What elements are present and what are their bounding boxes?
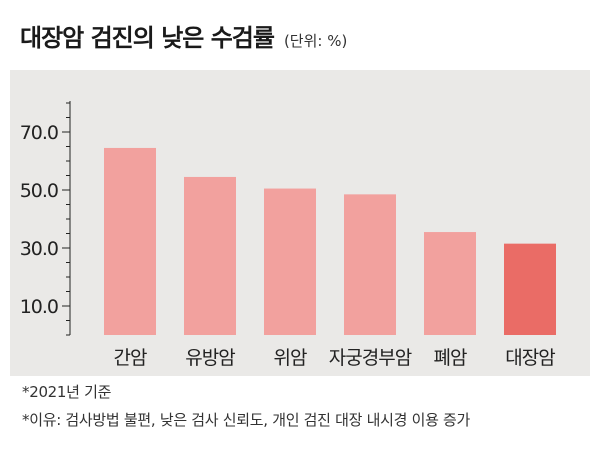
bar-6: [504, 243, 556, 335]
x-category-label: 위암: [274, 347, 307, 369]
x-category-label: 대장암: [505, 347, 555, 369]
bar-1: [104, 147, 156, 335]
bar-4: [344, 194, 396, 335]
bar-3: [264, 188, 316, 335]
y-tick-label: 50.0: [20, 180, 58, 202]
footnotes: *2021년 기준 *이유: 검사방법 불편, 낮은 검사 신뢰도, 개인 검진…: [22, 378, 470, 434]
bar-5: [424, 232, 476, 335]
x-category-label: 간암: [114, 347, 147, 369]
x-category-label: 폐암: [434, 347, 467, 369]
x-category-label: 유방암: [185, 347, 235, 369]
title-row: 대장암 검진의 낮은 수검률 (단위: %): [20, 18, 347, 53]
unit-label: (단위: %): [283, 32, 348, 50]
footnote-reasons: *이유: 검사방법 불편, 낮은 검사 신뢰도, 개인 검진 대장 내시경 이용…: [22, 411, 471, 429]
y-tick-label: 70.0: [20, 122, 58, 144]
y-tick-label: 10.0: [20, 296, 58, 318]
y-tick-label: 30.0: [20, 238, 58, 260]
chart-title: 대장암 검진의 낮은 수검률: [20, 24, 275, 52]
footnote-year: *2021년 기준: [22, 383, 112, 401]
bar-2: [184, 176, 236, 335]
x-category-label: 자궁경부암: [329, 347, 412, 369]
